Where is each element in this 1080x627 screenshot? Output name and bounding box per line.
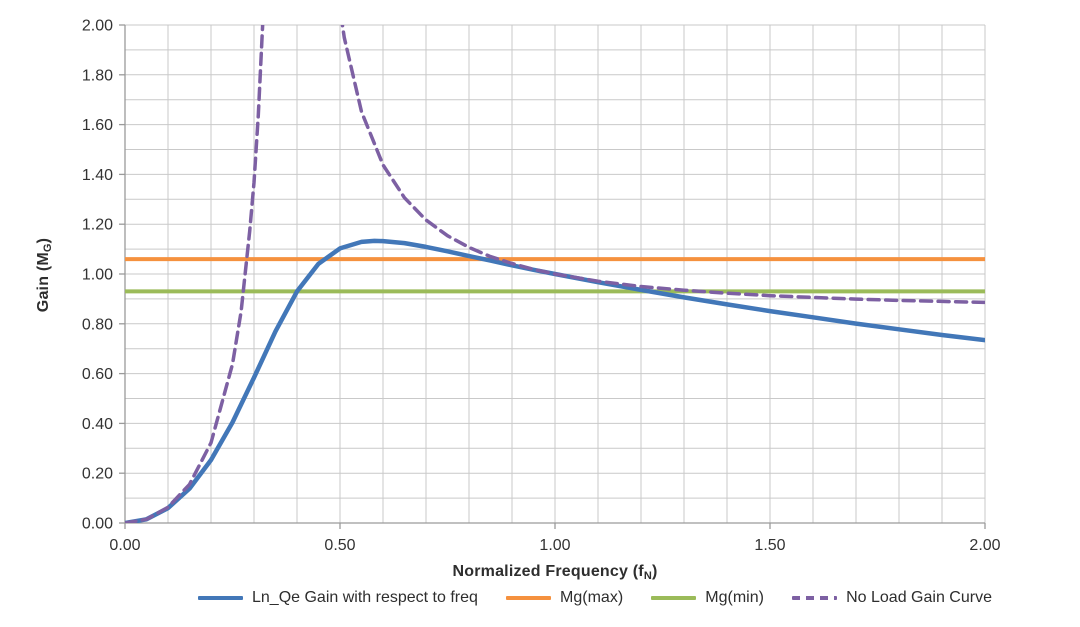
y-axis-title-subscript: G <box>42 243 54 253</box>
x-tick-label: 0.50 <box>324 537 355 554</box>
y-tick-label: 0.60 <box>82 366 113 383</box>
y-tick-label: 1.60 <box>82 117 113 134</box>
y-axis-title-suffix: ) <box>35 237 52 244</box>
x-axis-title-subscript: N <box>643 570 652 582</box>
gridlines <box>124 24 986 524</box>
x-tick-label: 0.00 <box>109 537 140 554</box>
series-no-load-gain-curve <box>340 25 985 305</box>
y-tick-label: 1.80 <box>82 67 113 84</box>
y-tick-label: 0.00 <box>82 516 113 533</box>
legend-label: No Load Gain Curve <box>846 589 992 606</box>
y-tick-label: 1.20 <box>82 217 113 234</box>
y-tick-label: 2.00 <box>82 18 113 35</box>
legend-item-ln-qe-gain: Ln_Qe Gain with respect to freq <box>198 589 478 607</box>
legend-label: Mg(min) <box>705 589 764 606</box>
x-tick-label: 1.50 <box>754 537 785 554</box>
x-axis-title-suffix: ) <box>651 563 658 580</box>
line-sample-icon <box>651 596 697 600</box>
line-sample-icon <box>198 596 243 600</box>
y-tick-label: 0.40 <box>82 416 113 433</box>
y-tick-label: 1.00 <box>82 267 113 284</box>
line-sample-icon <box>506 596 552 600</box>
series-ln-qe-gain-curve <box>125 238 985 523</box>
series-no-load-gain-curve <box>125 25 265 523</box>
y-axis-title: Gain (MG) <box>35 175 54 375</box>
x-tick-label: 2.00 <box>969 537 1000 554</box>
legend-item-no-load: No Load Gain Curve <box>792 589 992 607</box>
y-tick-label: 1.40 <box>82 167 113 184</box>
x-tick-label: 1.00 <box>539 537 570 554</box>
legend-label: Mg(max) <box>560 589 624 606</box>
axes <box>119 24 986 529</box>
legend-item-mg-max: Mg(max) <box>506 589 623 607</box>
dashed-line-sample-icon <box>792 596 838 600</box>
legend-label: Ln_Qe Gain with respect to freq <box>252 589 478 606</box>
y-tick-label: 0.80 <box>82 316 113 333</box>
legend-item-mg-min: Mg(min) <box>651 589 764 607</box>
legend: Ln_Qe Gain with respect to freq Mg(max) … <box>198 589 992 607</box>
x-axis-title-text: Normalized Frequency (f <box>452 563 644 580</box>
y-tick-label: 0.20 <box>82 466 113 483</box>
y-axis-title-text: Gain (M <box>35 252 52 313</box>
tick-labels: 0.00 0.50 1.00 1.50 2.00 0.00 0.20 0.40 0.60 0.80… <box>82 18 1001 555</box>
x-axis-title: Normalized Frequency (fN) <box>125 563 985 582</box>
